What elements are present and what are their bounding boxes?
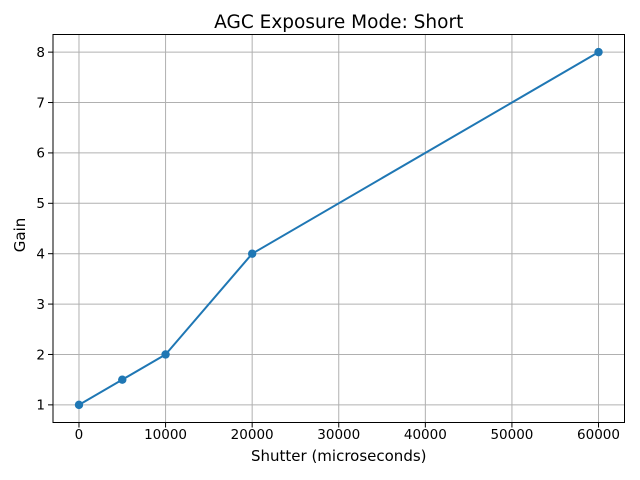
data-point-marker — [118, 375, 127, 384]
data-point-marker — [74, 400, 84, 410]
y-tick-label: 3 — [36, 297, 45, 313]
data-point-marker — [161, 350, 170, 359]
x-tick-label: 0 — [75, 427, 84, 443]
x-tick-label: 60000 — [577, 427, 620, 443]
y-axis-label: Gain — [11, 218, 29, 253]
y-tick-label: 1 — [36, 398, 45, 414]
y-tick-label: 2 — [36, 347, 45, 363]
x-tick-label: 20000 — [231, 427, 274, 443]
x-tick-label: 50000 — [490, 427, 533, 443]
chart-title: AGC Exposure Mode: Short — [214, 12, 463, 33]
data-point-marker — [594, 47, 603, 57]
y-tick-label: 8 — [36, 45, 45, 61]
x-axis-label: Shutter (microseconds) — [251, 447, 427, 465]
y-tick-label: 7 — [36, 95, 45, 111]
y-tick-label: 6 — [36, 146, 45, 162]
plot-area: 0 10000 20000 30000 40000 50000 60000 1 2 3 4 5 6 7 8 — [36, 34, 625, 443]
y-tick-label: 4 — [36, 246, 45, 262]
x-tick-label: 10000 — [144, 427, 187, 443]
data-point-marker — [247, 249, 257, 258]
x-tick-label: 30000 — [317, 427, 360, 443]
y-tick-label: 5 — [36, 196, 45, 212]
x-tick-label: 40000 — [404, 427, 447, 443]
